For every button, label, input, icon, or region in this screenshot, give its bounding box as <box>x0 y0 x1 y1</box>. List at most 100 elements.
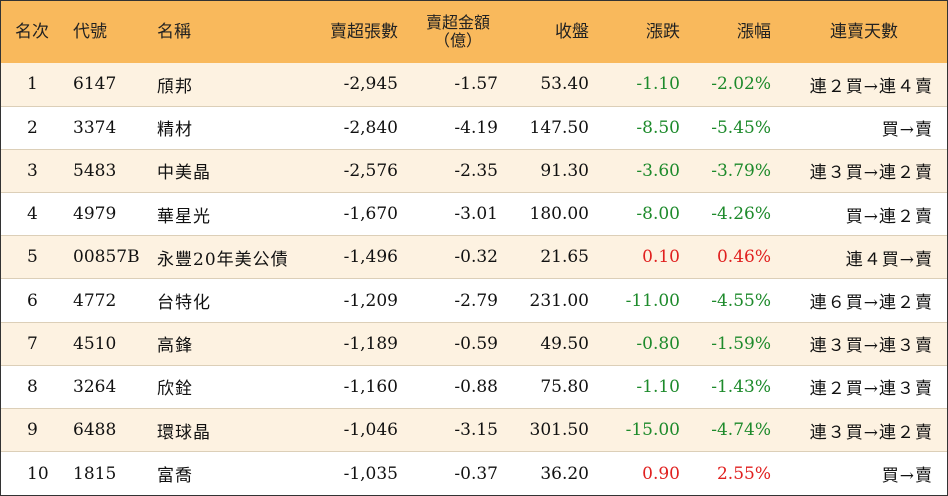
table-row: 2 3374 精材 -2,840 -4.19 147.50 -8.50 -5.45% 買→賣 <box>1 106 947 149</box>
cell-change-pct: -4.74% <box>711 420 771 441</box>
cell-name: 精材 <box>157 120 193 141</box>
header-rank: 名次 <box>15 22 49 42</box>
cell-net-sell-lots: -1,046 <box>343 420 398 441</box>
cell-name: 欣銓 <box>157 379 193 400</box>
cell-change-pct: 2.55% <box>716 463 771 484</box>
header-name: 名稱 <box>157 22 191 42</box>
cell-net-sell-lots: -1,496 <box>343 247 398 268</box>
cell-net-sell-amount: -2.79 <box>454 290 498 311</box>
header-net-sell-amount-line1: 賣超金額 <box>425 13 490 32</box>
table-row: 5 00857B 永豐20年美公債 -1,496 -0.32 21.65 0.10 0.46%… <box>1 235 947 279</box>
cell-change: -8.00 <box>636 204 680 225</box>
cell-change: -11.00 <box>625 290 680 311</box>
cell-close: 231.00 <box>529 290 589 311</box>
cell-consecutive-days: 連６買→連２賣 <box>809 293 933 314</box>
cell-change-pct: -1.43% <box>711 376 771 397</box>
header-net-sell-amount-line2: （億） <box>433 31 482 50</box>
cell-consecutive-days: 買→連２賣 <box>845 206 933 227</box>
cell-net-sell-amount: -0.88 <box>454 376 498 397</box>
cell-net-sell-amount: -0.59 <box>454 333 498 354</box>
cell-change-pct: -5.45% <box>711 117 771 138</box>
cell-code: 6147 <box>73 74 117 95</box>
cell-change-pct: -3.79% <box>711 160 771 181</box>
cell-consecutive-days: 連３買→連２賣 <box>809 422 933 443</box>
header-net-sell-lots: 賣超張數 <box>330 22 398 42</box>
cell-change: 0.90 <box>642 463 680 484</box>
cell-net-sell-lots: -1,189 <box>343 333 398 354</box>
cell-consecutive-days: 連３買→連３賣 <box>809 336 933 357</box>
cell-change: -1.10 <box>636 376 680 397</box>
cell-rank: 7 <box>27 333 38 354</box>
table-row: 10 1815 富喬 -1,035 -0.37 36.20 0.90 2.55% 買→賣 <box>1 451 947 495</box>
table-row: 7 4510 高鋒 -1,189 -0.59 49.50 -0.80 -1.59% 連３買→連３… <box>1 322 947 366</box>
cell-net-sell-lots: -1,670 <box>343 204 398 225</box>
cell-net-sell-amount: -3.01 <box>454 204 498 225</box>
cell-close: 147.50 <box>529 117 589 138</box>
cell-rank: 10 <box>27 463 49 484</box>
cell-code: 6488 <box>73 420 117 441</box>
cell-consecutive-days: 買→賣 <box>881 120 933 141</box>
cell-change: -3.60 <box>636 160 680 181</box>
cell-net-sell-lots: -1,160 <box>343 376 398 397</box>
table-body: 1 6147 頎邦 -2,945 -1.57 53.40 -1.10 -2.02% 連２買→連４… <box>1 63 947 495</box>
cell-code: 4979 <box>73 204 117 225</box>
cell-rank: 6 <box>27 290 38 311</box>
cell-net-sell-amount: -4.19 <box>454 117 498 138</box>
cell-rank: 9 <box>27 420 38 441</box>
table-row: 3 5483 中美晶 -2,576 -2.35 91.30 -3.60 -3.79% 連３買→連… <box>1 149 947 193</box>
cell-change: 0.10 <box>642 247 680 268</box>
cell-net-sell-lots: -2,840 <box>343 117 398 138</box>
cell-rank: 4 <box>27 204 38 225</box>
header-row: 名次 代號 名稱 賣超張數 賣超金額 （億） 收盤 漲跌 漲幅 連賣天數 <box>1 1 947 63</box>
cell-name: 頎邦 <box>157 76 193 97</box>
cell-name: 環球晶 <box>157 422 211 443</box>
cell-close: 21.65 <box>540 247 589 268</box>
cell-consecutive-days: 連２買→連３賣 <box>809 379 933 400</box>
table-row: 6 4772 台特化 -1,209 -2.79 231.00 -11.00 -4.55% 連６買… <box>1 278 947 322</box>
cell-change-pct: -4.55% <box>711 290 771 311</box>
table-row: 9 6488 環球晶 -1,046 -3.15 301.50 -15.00 -4.74% 連３買… <box>1 408 947 452</box>
cell-close: 75.80 <box>540 376 589 397</box>
cell-close: 91.30 <box>540 160 589 181</box>
cell-close: 301.50 <box>529 420 589 441</box>
cell-name: 台特化 <box>157 293 211 314</box>
header-close: 收盤 <box>555 22 589 42</box>
cell-code: 4510 <box>73 333 117 354</box>
header-change: 漲跌 <box>646 22 680 42</box>
cell-net-sell-amount: -0.32 <box>454 247 498 268</box>
table-row: 4 4979 華星光 -1,670 -3.01 180.00 -8.00 -4.26% 買→連２… <box>1 192 947 236</box>
table-row: 8 3264 欣銓 -1,160 -0.88 75.80 -1.10 -1.43% 連２買→連３… <box>1 365 947 408</box>
cell-net-sell-lots: -1,035 <box>343 463 398 484</box>
cell-close: 49.50 <box>540 333 589 354</box>
cell-change: -1.10 <box>636 74 680 95</box>
cell-net-sell-amount: -1.57 <box>454 74 498 95</box>
cell-change-pct: -4.26% <box>711 204 771 225</box>
header-net-sell-amount: 賣超金額 （億） <box>408 1 508 63</box>
cell-change: -15.00 <box>625 420 680 441</box>
cell-code: 5483 <box>73 160 117 181</box>
cell-close: 36.20 <box>540 463 589 484</box>
cell-consecutive-days: 買→賣 <box>881 466 933 487</box>
cell-net-sell-lots: -1,209 <box>343 290 398 311</box>
cell-close: 180.00 <box>529 204 589 225</box>
cell-change: -0.80 <box>636 333 680 354</box>
header-consecutive-days: 連賣天數 <box>830 22 898 42</box>
cell-code: 1815 <box>73 463 117 484</box>
cell-rank: 5 <box>27 247 38 268</box>
cell-change-pct: 0.46% <box>716 247 771 268</box>
header-code: 代號 <box>73 22 107 42</box>
cell-close: 53.40 <box>540 74 589 95</box>
cell-code: 4772 <box>73 290 117 311</box>
cell-net-sell-lots: -2,945 <box>343 74 398 95</box>
cell-change: -8.50 <box>636 117 680 138</box>
cell-rank: 8 <box>27 376 38 397</box>
cell-net-sell-amount: -2.35 <box>454 160 498 181</box>
cell-change-pct: -2.02% <box>711 74 771 95</box>
cell-consecutive-days: 連２買→連４賣 <box>809 76 933 97</box>
cell-consecutive-days: 連４買→賣 <box>845 249 933 270</box>
cell-name: 永豐20年美公債 <box>157 249 289 270</box>
cell-name: 華星光 <box>157 206 211 227</box>
cell-name: 高鋒 <box>157 336 193 357</box>
